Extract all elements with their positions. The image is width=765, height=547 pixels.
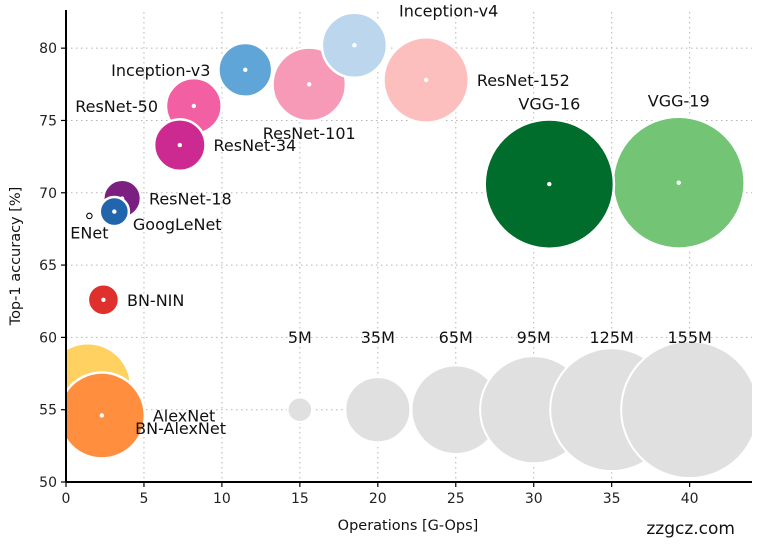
x-tick-label: 15	[291, 491, 309, 507]
size-legend-bubble	[286, 396, 314, 423]
model-label: Inception-v4	[399, 2, 498, 21]
model-center-dot	[99, 413, 105, 418]
model-label: ResNet-152	[477, 71, 570, 90]
y-tick-label: 65	[39, 258, 57, 274]
model-label: Inception-v3	[111, 61, 210, 80]
size-legend-label: 35M	[361, 328, 395, 347]
x-tick-label: 40	[681, 491, 699, 507]
axes: 0 5 10 15 20 25 30 35 40 50 55 60 65 70 75 80	[39, 10, 752, 507]
x-tick-label: 30	[525, 491, 543, 507]
y-axis-title: Top-1 accuracy [%]	[8, 187, 24, 327]
model-center-dot	[243, 67, 248, 73]
model-label: ResNet-18	[149, 190, 232, 209]
y-tick-label: 50	[39, 475, 57, 491]
model-bubble	[66, 371, 147, 460]
model-label: VGG-19	[648, 92, 710, 111]
y-tick-label: 70	[39, 186, 57, 202]
x-axis-title: Operations [G-Ops]	[338, 518, 479, 534]
size-legend-label: 125M	[590, 328, 634, 347]
x-tick-label: 35	[603, 491, 621, 507]
y-tick-label: 60	[39, 330, 57, 346]
model-label: AlexNet	[153, 406, 216, 425]
model-center-dot	[112, 209, 117, 214]
size-legend-bubble	[620, 340, 752, 480]
model-center-dot	[352, 43, 357, 48]
x-tick-label: 25	[447, 491, 465, 507]
y-tick-label: 80	[39, 41, 57, 57]
x-tick-label: 10	[213, 491, 231, 507]
model-label: ENet	[70, 223, 108, 242]
model-label: ResNet-101	[263, 124, 356, 143]
y-tick-label: 55	[39, 403, 57, 419]
model-center-dot	[191, 103, 197, 109]
model-center-dot	[87, 213, 92, 219]
bubbles	[66, 12, 752, 480]
model-center-dot	[676, 180, 681, 185]
size-legend-label: 5M	[288, 328, 312, 347]
y-tick-label: 75	[39, 113, 57, 129]
size-legend-bubble	[344, 376, 412, 444]
model-label: BN-NIN	[127, 291, 184, 310]
model-center-dot	[101, 297, 106, 302]
model-center-dot	[307, 82, 312, 87]
model-label: BN-AlexNet	[135, 419, 226, 438]
model-label: VGG-16	[518, 94, 580, 113]
x-tick-label: 0	[62, 491, 71, 507]
model-center-dot	[423, 77, 429, 83]
model-label: GoogLeNet	[133, 215, 222, 234]
size-legend-label: 95M	[517, 328, 551, 347]
x-tick-label: 20	[369, 491, 387, 507]
model-label: ResNet-50	[75, 97, 158, 116]
size-legend-label: 65M	[439, 328, 473, 347]
watermark: zzgcz.com	[646, 519, 735, 539]
model-label: ResNet-34	[213, 136, 296, 155]
model-center-dot	[177, 142, 183, 148]
x-tick-label: 5	[139, 491, 148, 507]
model-center-dot	[547, 181, 552, 187]
size-legend-label: 155M	[667, 328, 711, 347]
